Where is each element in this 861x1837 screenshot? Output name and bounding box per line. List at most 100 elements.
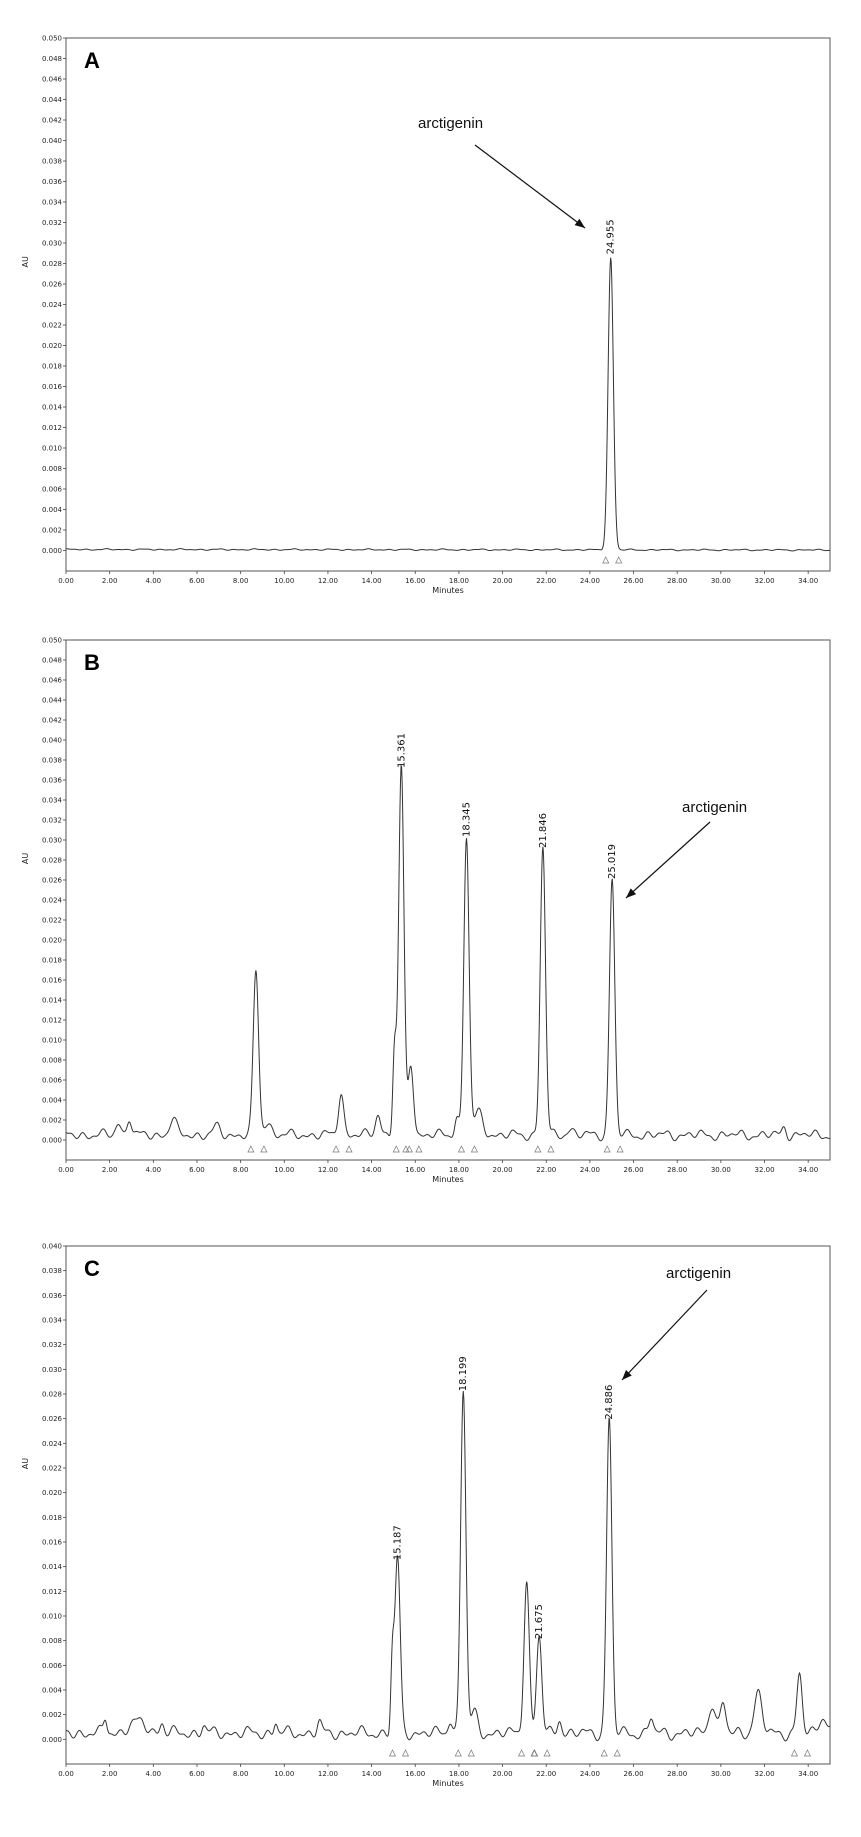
y-tick-label: 0.006	[42, 1077, 63, 1085]
x-tick-label: 16.00	[405, 577, 425, 585]
y-tick-label: 0.038	[42, 1267, 62, 1275]
chromatogram-trace	[65, 764, 831, 1142]
x-tick-label: 30.00	[711, 577, 731, 585]
x-tick-label: 22.00	[536, 577, 556, 585]
peak-integration-marker	[454, 1749, 475, 1757]
y-tick-label: 0.038	[42, 158, 62, 166]
y-tick-label: 0.004	[42, 506, 63, 514]
y-tick-label: 0.020	[42, 342, 62, 350]
y-tick-label: 0.014	[42, 404, 63, 412]
y-tick-label: 0.044	[42, 96, 63, 104]
y-tick-label: 0.016	[42, 383, 63, 391]
y-tick-label: 0.026	[42, 281, 63, 289]
peak-retention-label: 21.675	[534, 1604, 545, 1639]
x-tick-label: 8.00	[233, 1166, 249, 1174]
y-tick-label: 0.002	[42, 1711, 62, 1719]
x-tick-label: 10.00	[274, 1770, 294, 1778]
x-axis-label: Minutes	[432, 1779, 464, 1788]
x-tick-label: 30.00	[711, 1770, 731, 1778]
y-tick-label: 0.018	[42, 1514, 62, 1522]
y-tick-label: 0.020	[42, 937, 62, 945]
x-tick-label: 26.00	[624, 577, 644, 585]
y-tick-label: 0.000	[42, 1736, 62, 1744]
peak-integration-marker	[388, 1749, 410, 1757]
x-tick-label: 20.00	[493, 1770, 513, 1778]
y-tick-label: 0.018	[42, 363, 62, 371]
y-tick-label: 0.046	[42, 677, 63, 685]
y-tick-label: 0.030	[42, 837, 62, 845]
peak-integration-marker	[457, 1145, 479, 1153]
x-tick-label: 8.00	[233, 1770, 249, 1778]
y-tick-label: 0.014	[42, 997, 63, 1005]
y-tick-label: 0.008	[42, 1057, 62, 1065]
y-tick-label: 0.014	[42, 1563, 63, 1571]
peak-integration-marker	[602, 556, 623, 564]
x-tick-label: 4.00	[146, 1770, 162, 1778]
peak-integration-marker	[534, 1145, 555, 1153]
x-tick-label: 4.00	[146, 1166, 162, 1174]
x-tick-label: 2.00	[102, 577, 118, 585]
y-tick-label: 0.018	[42, 957, 62, 965]
y-tick-label: 0.008	[42, 465, 62, 473]
x-tick-label: 24.00	[580, 1166, 600, 1174]
panel-letter: B	[84, 650, 100, 675]
x-tick-label: 0.00	[58, 1166, 74, 1174]
y-tick-label: 0.010	[42, 1037, 62, 1045]
annotation-arrow-head	[574, 218, 585, 228]
annotation-arrow-line	[621, 1289, 708, 1381]
x-tick-label: 4.00	[146, 577, 162, 585]
x-tick-label: 0.00	[58, 577, 74, 585]
chromatogram-panel-a: 0.000 0.002 0.004 0.006 0.008 0.010 0.012 0.014…	[21, 35, 831, 595]
y-tick-label: 0.036	[42, 777, 63, 785]
x-tick-label: 2.00	[102, 1166, 118, 1174]
y-tick-label: 0.030	[42, 1366, 62, 1374]
y-tick-label: 0.028	[42, 857, 62, 865]
x-tick-label: 16.00	[405, 1166, 425, 1174]
chromatogram-trace	[65, 257, 830, 552]
x-tick-label: 16.00	[405, 1770, 425, 1778]
y-tick-label: 0.034	[42, 199, 63, 207]
y-tick-label: 0.012	[42, 1017, 62, 1025]
peak-retention-label: 24.886	[604, 1385, 615, 1420]
x-axis-label: Minutes	[432, 586, 464, 595]
y-tick-label: 0.032	[42, 1341, 62, 1349]
x-tick-label: 14.00	[362, 1166, 382, 1174]
y-tick-label: 0.012	[42, 424, 62, 432]
peak-retention-label: 24.955	[606, 219, 617, 254]
y-tick-label: 0.050	[42, 637, 62, 645]
peak-integration-marker	[247, 1145, 268, 1153]
x-tick-label: 8.00	[233, 577, 249, 585]
y-tick-label: 0.042	[42, 717, 62, 725]
plot-frame	[65, 1245, 831, 1765]
annotation-arrow-head	[622, 1369, 632, 1380]
x-tick-label: 32.00	[754, 577, 774, 585]
x-axis-label: Minutes	[432, 1175, 464, 1184]
x-tick-label: 28.00	[667, 577, 687, 585]
y-tick-label: 0.012	[42, 1588, 62, 1596]
x-tick-label: 28.00	[667, 1166, 687, 1174]
x-tick-label: 0.00	[58, 1770, 74, 1778]
peak-integration-marker	[790, 1749, 812, 1757]
y-tick-label: 0.040	[42, 137, 62, 145]
arctigenin-annotation: arctigenin	[418, 115, 483, 132]
y-tick-label: 0.034	[42, 1317, 63, 1325]
peak-integration-marker	[332, 1145, 353, 1153]
y-tick-label: 0.000	[42, 1137, 62, 1145]
x-tick-label: 14.00	[362, 577, 382, 585]
peak-integration-marker	[530, 1749, 551, 1757]
x-tick-label: 32.00	[754, 1770, 774, 1778]
x-tick-label: 26.00	[624, 1166, 644, 1174]
arctigenin-annotation: arctigenin	[666, 1265, 731, 1282]
annotation-arrow-line	[474, 144, 586, 229]
x-tick-label: 24.00	[580, 577, 600, 585]
peak-integration-marker	[600, 1749, 621, 1757]
x-tick-label: 22.00	[536, 1770, 556, 1778]
annotation-arrow-head	[626, 888, 637, 898]
peak-integration-marker	[603, 1145, 624, 1153]
peak-retention-label: 18.345	[461, 802, 472, 837]
y-tick-label: 0.024	[42, 301, 63, 309]
y-axis-label: AU	[21, 256, 30, 267]
y-tick-label: 0.024	[42, 897, 63, 905]
panel-letter: A	[84, 48, 100, 73]
